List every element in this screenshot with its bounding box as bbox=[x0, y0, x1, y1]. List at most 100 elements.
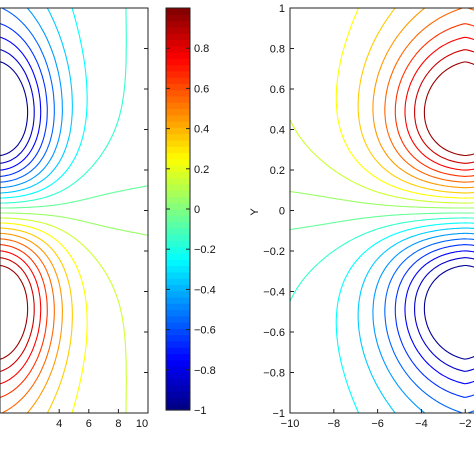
colorbar-swatch bbox=[166, 378, 190, 386]
colorbar-swatch bbox=[166, 290, 190, 298]
colorbar-swatch bbox=[166, 296, 190, 304]
colorbar-swatch bbox=[166, 95, 190, 103]
right-contour-line bbox=[384, 8, 474, 183]
right-contour-line bbox=[335, 222, 474, 413]
left-contour-line bbox=[0, 232, 63, 413]
colorbar: −1 −0.8 −0.6 −0.4 −0.2 0 0.2 0.4 0.6 0.8 bbox=[165, 7, 216, 417]
left-contour-line bbox=[0, 222, 88, 413]
colorbar-swatch bbox=[166, 26, 190, 34]
left-contour-line bbox=[0, 264, 29, 360]
colorbar-swatch bbox=[166, 397, 190, 405]
colorbar-swatch bbox=[166, 83, 190, 91]
colorbar-swatch bbox=[166, 8, 190, 15]
colorbar-tick-label: 0.4 bbox=[194, 124, 209, 136]
colorbar-swatch bbox=[166, 359, 190, 367]
colorbar-swatch bbox=[166, 20, 190, 28]
left-contour-line bbox=[0, 217, 127, 413]
colorbar-swatch bbox=[166, 366, 190, 373]
colorbar-swatch bbox=[166, 58, 190, 66]
right-contour-line bbox=[423, 264, 474, 360]
left-contour-line bbox=[0, 8, 127, 204]
left-contour-line bbox=[0, 8, 88, 199]
colorbar-swatch bbox=[166, 234, 190, 242]
right-y-tick-label: −0.6 bbox=[263, 327, 285, 339]
right-contour-panel: −10 −8 −6 −4 −2 −1 −0.8 −0.6 −0.4 −0.2 0 0.2 0.4 0.6 0… bbox=[249, 3, 474, 430]
left-contour-line bbox=[0, 8, 73, 194]
colorbar-swatch bbox=[166, 403, 190, 411]
colorbar-swatch bbox=[166, 271, 190, 279]
colorbar-tick-label: −0.8 bbox=[194, 365, 216, 377]
colorbar-swatch bbox=[166, 51, 190, 59]
right-contour-line bbox=[404, 36, 474, 171]
colorbar-swatch bbox=[166, 152, 190, 160]
right-y-tick-label: 0.4 bbox=[270, 125, 285, 137]
colorbar-swatch bbox=[166, 315, 190, 323]
right-x-tick-label: −2 bbox=[459, 418, 472, 430]
left-x-tick-label: 10 bbox=[136, 418, 148, 430]
colorbar-swatch bbox=[166, 127, 190, 135]
colorbar-swatch bbox=[166, 209, 190, 216]
right-contour-line bbox=[335, 8, 474, 199]
right-y-tick-label: 0.8 bbox=[270, 44, 285, 56]
left-contour-line bbox=[0, 22, 48, 177]
left-contour-panel: 4 6 8 10 bbox=[0, 7, 149, 430]
colorbar-swatch bbox=[166, 158, 190, 166]
colorbar-swatch bbox=[166, 39, 190, 47]
right-contour-line bbox=[290, 118, 474, 204]
colorbar-swatch bbox=[166, 303, 190, 311]
right-contour-line bbox=[290, 217, 474, 303]
colorbar-swatch bbox=[166, 278, 190, 285]
right-y-tick-label: 0.2 bbox=[270, 165, 285, 177]
right-y-tick-label: −0.4 bbox=[263, 287, 285, 299]
colorbar-tick-label: −0.2 bbox=[194, 244, 216, 256]
colorbar-swatch bbox=[166, 240, 190, 248]
colorbar-swatch bbox=[166, 114, 190, 122]
colorbar-swatch bbox=[166, 322, 190, 329]
colorbar-swatch bbox=[166, 227, 190, 235]
colorbar-swatch bbox=[166, 70, 190, 78]
left-contour-line bbox=[0, 238, 55, 413]
colorbar-swatch bbox=[166, 177, 190, 185]
colorbar-swatch bbox=[166, 347, 190, 355]
colorbar-swatch bbox=[166, 45, 190, 53]
colorbar-swatch bbox=[166, 246, 190, 254]
right-contour-line bbox=[384, 238, 474, 413]
right-x-tick-label: −4 bbox=[415, 418, 428, 430]
colorbar-swatch bbox=[166, 309, 190, 317]
right-y-tick-label: −1 bbox=[272, 408, 285, 420]
colorbar-swatch bbox=[166, 372, 190, 380]
colorbar-swatch bbox=[166, 384, 190, 392]
colorbar-swatch bbox=[166, 328, 190, 336]
colorbar-swatch bbox=[166, 353, 190, 361]
colorbar-swatch bbox=[166, 64, 190, 72]
colorbar-swatch bbox=[166, 196, 190, 204]
left-contour-line bbox=[0, 8, 63, 189]
colorbar-swatch bbox=[166, 265, 190, 273]
left-x-tick-label: 4 bbox=[56, 418, 62, 430]
left-contour-line bbox=[0, 8, 55, 183]
right-axes-frame bbox=[289, 7, 474, 414]
colorbar-tick-label: −1 bbox=[194, 405, 207, 417]
colorbar-swatch bbox=[166, 165, 190, 172]
left-contour-line bbox=[0, 49, 35, 164]
right-contour-line bbox=[404, 250, 474, 385]
right-contour-line bbox=[414, 49, 474, 164]
left-contour-line bbox=[0, 185, 148, 209]
colorbar-swatch bbox=[166, 221, 190, 229]
right-contour-line bbox=[372, 232, 474, 413]
colorbar-swatch bbox=[166, 171, 190, 179]
colorbar-swatch bbox=[166, 139, 190, 147]
right-x-tick-label: −8 bbox=[328, 418, 341, 430]
left-x-tick-label: 8 bbox=[115, 418, 121, 430]
colorbar-swatch bbox=[166, 133, 190, 141]
colorbar-tick-label: 0.8 bbox=[194, 43, 209, 55]
left-contour-line bbox=[0, 36, 42, 171]
colorbar-swatch bbox=[166, 89, 190, 97]
left-contour-line bbox=[0, 61, 29, 157]
right-x-tick-label: −10 bbox=[281, 418, 300, 430]
right-y-tick-label: −0.8 bbox=[263, 368, 285, 380]
colorbar-swatch bbox=[166, 183, 190, 191]
colorbar-swatch bbox=[166, 102, 190, 110]
right-y-tick-label: 1 bbox=[279, 3, 285, 15]
